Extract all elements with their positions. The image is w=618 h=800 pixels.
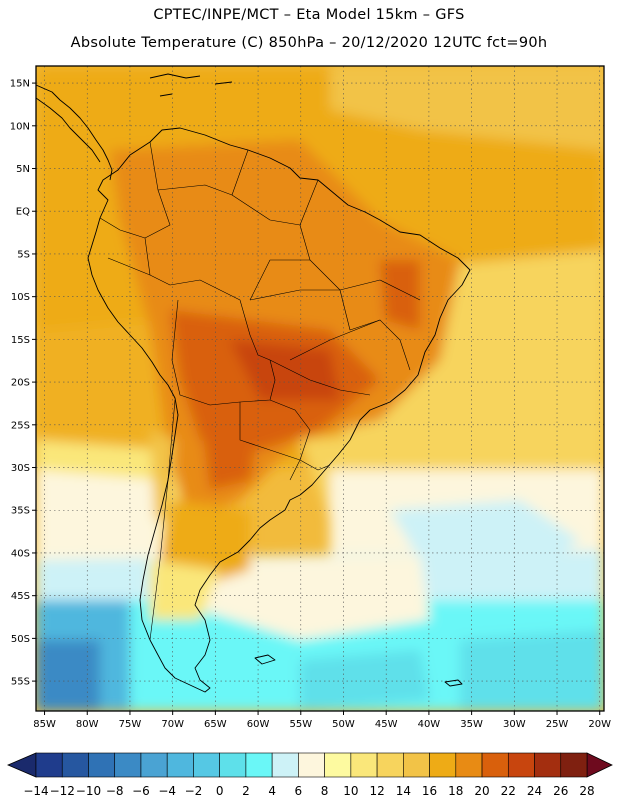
lon-label: 60W — [247, 719, 270, 730]
latitude-labels: 15N 10N 5N EQ 5S 10S 15S 20S 25S 30S 35S 40S 45S 50S 5… — [10, 79, 36, 688]
colorbar-swatch — [140, 752, 168, 778]
lat-label: EQ — [16, 207, 30, 218]
lat-label: 35S — [11, 506, 30, 517]
colorbar-label: −4 — [158, 784, 176, 798]
colorbar-swatch — [403, 752, 430, 778]
colorbar-swatch — [455, 752, 483, 778]
lon-label: 25W — [546, 719, 569, 730]
colorbar-swatch — [35, 752, 63, 778]
lon-label: 50W — [332, 719, 355, 730]
colorbar-swatch — [376, 752, 404, 778]
colorbar-swatch — [560, 752, 588, 778]
lon-label: 20W — [588, 719, 611, 730]
lon-label: 40W — [418, 719, 441, 730]
lat-label: 15S — [11, 335, 30, 346]
grid-lines — [36, 66, 604, 711]
lat-label: 25S — [11, 420, 30, 431]
colorbar-swatch — [271, 752, 299, 778]
lon-label: 85W — [33, 719, 56, 730]
colorbar-over-arrow — [586, 752, 613, 778]
country-borders — [99, 141, 421, 641]
lat-label: 30S — [11, 463, 30, 474]
colorbar-label: 20 — [474, 784, 489, 798]
coastline — [36, 73, 471, 693]
colorbar-swatch — [429, 752, 457, 778]
lon-label: 55W — [289, 719, 312, 730]
colorbar-label: 8 — [321, 784, 329, 798]
lat-label: 45S — [11, 591, 30, 602]
colorbar-swatch — [245, 752, 273, 778]
colorbar-label: 0 — [216, 784, 224, 798]
colorbar-swatch — [88, 752, 116, 778]
map-frame — [35, 65, 605, 712]
colorbar-swatch — [350, 752, 378, 778]
colorbar-label: −6 — [132, 784, 150, 798]
colorbar-swatch — [481, 752, 509, 778]
colorbar-label: −14 — [23, 784, 48, 798]
lat-label: 40S — [11, 548, 30, 559]
lon-label: 35W — [460, 719, 483, 730]
colorbar-swatch — [324, 752, 352, 778]
chart-title-line2: Absolute Temperature (C) 850hPa – 20/12/… — [70, 35, 548, 51]
lat-label: 10S — [11, 292, 30, 303]
colorbar-swatch — [534, 752, 562, 778]
lat-label: 20S — [11, 378, 30, 389]
lat-label: 5N — [16, 164, 30, 175]
colorbar-label: 2 — [242, 784, 250, 798]
temperature-field — [36, 66, 604, 711]
lon-label: 45W — [375, 719, 398, 730]
lon-label: 30W — [503, 719, 526, 730]
colorbar-label: 4 — [268, 784, 276, 798]
colorbar-label: −10 — [76, 784, 101, 798]
lon-label: 65W — [204, 719, 227, 730]
colorbar-label: −12 — [50, 784, 75, 798]
lat-label: 55S — [11, 677, 30, 688]
colorbar-label: 18 — [448, 784, 463, 798]
colorbar-label: 22 — [501, 784, 516, 798]
lon-label: 75W — [119, 719, 142, 730]
colorbar-label: 28 — [579, 784, 594, 798]
lon-label: 80W — [76, 719, 99, 730]
colorbar-swatch — [61, 752, 89, 778]
lat-label: 50S — [11, 634, 30, 645]
colorbar-label: 14 — [396, 784, 411, 798]
lat-label: 10N — [10, 121, 30, 132]
colorbar-label: 24 — [527, 784, 542, 798]
colorbar-swatch — [219, 752, 247, 778]
colorbar-under-arrow — [6, 752, 37, 778]
colorbar-swatch — [114, 752, 142, 778]
colorbar-swatch — [193, 752, 220, 778]
colorbar-label: 16 — [422, 784, 437, 798]
colorbar-label: 6 — [295, 784, 303, 798]
lon-label: 70W — [161, 719, 184, 730]
colorbar-label: 10 — [343, 784, 358, 798]
colorbar-label: 12 — [369, 784, 384, 798]
colorbar: −14 −12 −10 −8 −6 −4 −2 0 2 4 6 8 10 12 14 16 18 20 22 24 26… — [6, 752, 613, 798]
lat-label: 5S — [17, 249, 30, 260]
colorbar-swatch — [298, 752, 325, 778]
colorbar-label: −8 — [106, 784, 124, 798]
chart-title-line1: CPTEC/INPE/MCT – Eta Model 15km – GFS — [153, 7, 465, 23]
lat-label: 15N — [10, 79, 30, 90]
longitude-labels: 85W 80W 75W 70W 65W 60W 55W 50W 45W 40W 35W 30W 25W 2… — [33, 711, 611, 730]
colorbar-label: 26 — [553, 784, 568, 798]
colorbar-swatch — [507, 752, 535, 778]
colorbar-swatch — [166, 752, 194, 778]
colorbar-label: −2 — [185, 784, 203, 798]
